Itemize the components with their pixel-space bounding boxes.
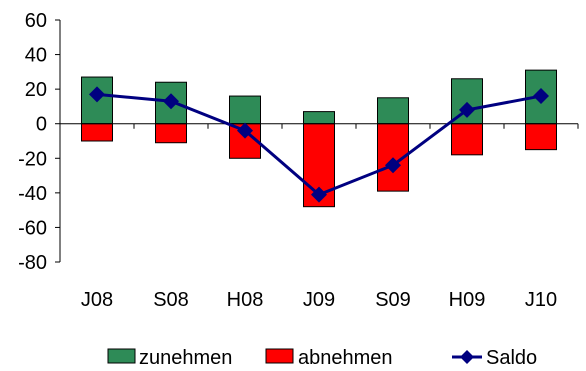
- legend-marker-Saldo: [460, 350, 474, 364]
- x-tick-label: H08: [227, 289, 264, 311]
- x-tick-label: J09: [303, 289, 335, 311]
- x-tick-label: J10: [525, 289, 557, 311]
- legend: zunehmen abnehmen Saldo: [107, 347, 537, 369]
- x-tick-label: J08: [81, 289, 113, 311]
- bar-abnehmen-S08: [155, 123, 187, 144]
- bar-abnehmen-H09: [451, 123, 483, 156]
- bar-abnehmen-J10: [525, 123, 557, 151]
- y-tick-label: 60: [25, 10, 47, 32]
- x-axis: J08 S08 H08 J09 S09 H09 J10: [59, 123, 579, 311]
- x-tick-label: S08: [153, 289, 189, 311]
- y-tick-label: -20: [18, 148, 47, 170]
- x-tick-label: H09: [449, 289, 486, 311]
- bar-zunehmen-S09: [377, 97, 409, 125]
- legend-label-zunehmen: zunehmen: [139, 347, 232, 369]
- point-Saldo-J09: [311, 186, 327, 203]
- y-tick-label: -60: [18, 217, 47, 239]
- point-Saldo-J08: [89, 86, 105, 103]
- bars: [81, 69, 557, 208]
- legend-label-abnehmen: abnehmen: [298, 347, 393, 369]
- point-Saldo-S09: [385, 157, 401, 174]
- legend-label-Saldo: Saldo: [486, 347, 537, 369]
- point-Saldo-S08: [163, 93, 179, 110]
- bar-zunehmen-J09: [303, 111, 335, 125]
- x-tick-label: S09: [375, 289, 411, 311]
- saldo-series: [89, 86, 549, 203]
- bar-zunehmen-H08: [229, 95, 261, 125]
- bar-zunehmen-J08: [81, 76, 113, 125]
- point-Saldo-H09: [459, 101, 475, 118]
- y-tick-label: 40: [25, 45, 47, 67]
- point-Saldo-J10: [533, 88, 549, 105]
- y-tick-label: 20: [25, 79, 47, 101]
- point-Saldo-H08: [237, 122, 253, 139]
- y-axis: 60 40 20 0 -20 -40 -60 -80: [18, 10, 61, 274]
- y-tick-label: 0: [36, 114, 47, 136]
- y-tick-label: -40: [18, 183, 47, 205]
- legend-swatch-abnehmen: [265, 348, 294, 364]
- bar-abnehmen-J08: [81, 123, 113, 142]
- y-tick-label: -80: [18, 252, 47, 274]
- legend-swatch-zunehmen: [107, 348, 136, 364]
